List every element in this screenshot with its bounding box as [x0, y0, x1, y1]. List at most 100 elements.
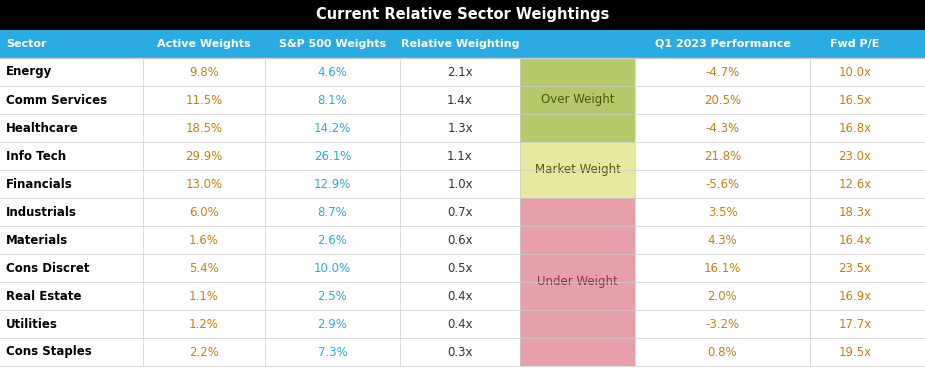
Text: Financials: Financials	[6, 178, 73, 191]
Text: Cons Staples: Cons Staples	[6, 345, 92, 358]
Text: 20.5%: 20.5%	[704, 93, 741, 107]
Bar	[400, 86, 520, 114]
Text: 1.3x: 1.3x	[447, 121, 473, 135]
Text: 1.2%: 1.2%	[189, 318, 219, 330]
Text: 18.3x: 18.3x	[838, 206, 871, 218]
Bar	[635, 254, 810, 282]
Text: 6.0%: 6.0%	[189, 206, 219, 218]
Text: -3.2%: -3.2%	[706, 318, 740, 330]
Bar	[0, 170, 143, 198]
Bar	[635, 114, 810, 142]
Text: Market Weight: Market Weight	[535, 164, 621, 177]
Text: 0.8%: 0.8%	[708, 345, 737, 358]
Bar	[143, 338, 265, 366]
Bar	[810, 142, 900, 170]
Text: Over Weight: Over Weight	[541, 93, 614, 107]
Bar	[0, 310, 143, 338]
Text: Energy: Energy	[6, 65, 52, 79]
Text: Relative Weighting: Relative Weighting	[401, 39, 519, 49]
Bar	[0, 0, 925, 30]
Bar	[400, 338, 520, 366]
Text: 2.5%: 2.5%	[317, 290, 348, 302]
Bar	[0, 226, 143, 254]
Bar	[265, 310, 400, 338]
Bar	[635, 170, 810, 198]
Bar	[635, 282, 810, 310]
Text: 0.5x: 0.5x	[448, 262, 473, 274]
Bar	[810, 254, 900, 282]
Bar	[520, 142, 635, 198]
Bar	[635, 58, 810, 86]
Text: 13.0%: 13.0%	[185, 178, 223, 191]
Bar	[265, 226, 400, 254]
Text: 18.5%: 18.5%	[185, 121, 223, 135]
Bar	[520, 198, 635, 366]
Bar	[810, 226, 900, 254]
Bar	[265, 254, 400, 282]
Bar	[810, 86, 900, 114]
Bar	[143, 58, 265, 86]
Text: 21.8%: 21.8%	[704, 150, 741, 163]
Bar	[265, 282, 400, 310]
Text: 4.3%: 4.3%	[708, 234, 737, 246]
Bar	[635, 310, 810, 338]
Text: 2.2%: 2.2%	[189, 345, 219, 358]
Text: 8.1%: 8.1%	[317, 93, 348, 107]
Bar	[265, 86, 400, 114]
Text: Current Relative Sector Weightings: Current Relative Sector Weightings	[315, 8, 610, 23]
Text: 2.6%: 2.6%	[317, 234, 348, 246]
Bar	[265, 114, 400, 142]
Text: Cons Discret: Cons Discret	[6, 262, 90, 274]
Bar	[400, 58, 520, 86]
Bar	[0, 30, 925, 58]
Text: 12.9%: 12.9%	[314, 178, 352, 191]
Bar	[400, 282, 520, 310]
Bar	[143, 142, 265, 170]
Text: 1.0x: 1.0x	[447, 178, 473, 191]
Text: 7.3%: 7.3%	[317, 345, 348, 358]
Text: 16.8x: 16.8x	[838, 121, 871, 135]
Bar	[0, 254, 143, 282]
Text: 9.8%: 9.8%	[189, 65, 219, 79]
Bar	[0, 58, 143, 86]
Bar	[635, 86, 810, 114]
Text: 12.6x: 12.6x	[838, 178, 871, 191]
Text: Active Weights: Active Weights	[157, 39, 251, 49]
Text: 10.0x: 10.0x	[838, 65, 871, 79]
Text: 16.5x: 16.5x	[838, 93, 871, 107]
Text: Sector: Sector	[6, 39, 46, 49]
Bar	[400, 254, 520, 282]
Text: Industrials: Industrials	[6, 206, 77, 218]
Bar	[400, 114, 520, 142]
Bar	[0, 198, 143, 226]
Text: 3.5%: 3.5%	[708, 206, 737, 218]
Text: 16.4x: 16.4x	[838, 234, 871, 246]
Bar	[400, 142, 520, 170]
Bar	[0, 282, 143, 310]
Bar	[143, 170, 265, 198]
Text: 0.4x: 0.4x	[447, 318, 473, 330]
Bar	[635, 338, 810, 366]
Bar	[0, 86, 143, 114]
Text: 29.9%: 29.9%	[185, 150, 223, 163]
Text: Utilities: Utilities	[6, 318, 58, 330]
Text: 14.2%: 14.2%	[314, 121, 352, 135]
Bar	[810, 170, 900, 198]
Text: 19.5x: 19.5x	[838, 345, 871, 358]
Bar	[143, 310, 265, 338]
Text: 2.1x: 2.1x	[447, 65, 473, 79]
Bar	[810, 310, 900, 338]
Text: 1.1x: 1.1x	[447, 150, 473, 163]
Text: Real Estate: Real Estate	[6, 290, 81, 302]
Text: 23.5x: 23.5x	[838, 262, 871, 274]
Text: Under Weight: Under Weight	[537, 276, 618, 288]
Bar	[400, 226, 520, 254]
Text: 1.4x: 1.4x	[447, 93, 473, 107]
Bar	[400, 198, 520, 226]
Text: Healthcare: Healthcare	[6, 121, 79, 135]
Text: 16.1%: 16.1%	[704, 262, 741, 274]
Text: 1.1%: 1.1%	[189, 290, 219, 302]
Bar	[635, 198, 810, 226]
Bar	[265, 198, 400, 226]
Bar	[635, 226, 810, 254]
